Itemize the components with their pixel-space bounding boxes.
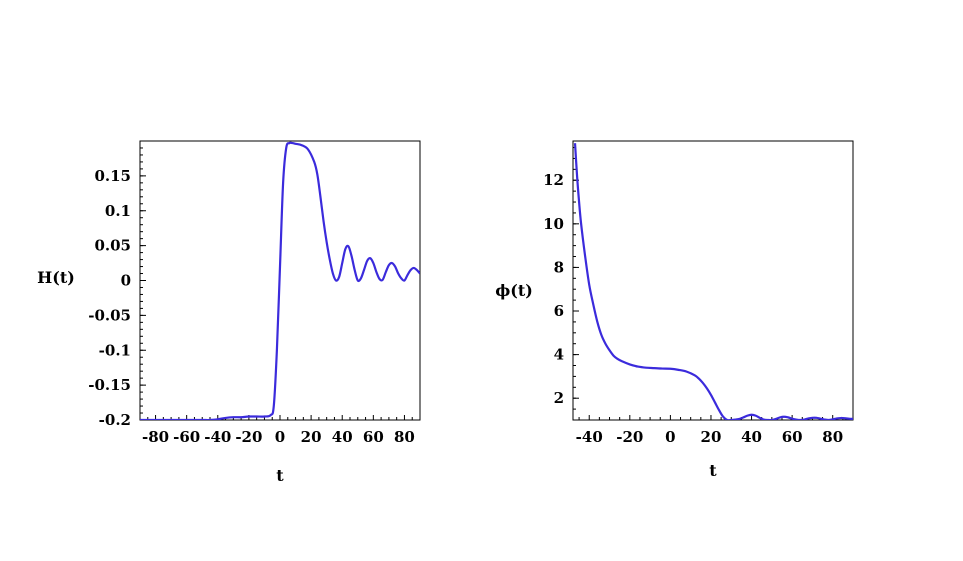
x-axis-label: t: [276, 466, 284, 485]
y-axis-label: ϕ(t): [495, 281, 533, 300]
y-tick-label: 0.1: [105, 202, 131, 220]
y-tick-label: 8: [554, 258, 564, 276]
y-tick-label: 2: [554, 389, 564, 407]
chart-h: -80 -60 -40 -20 0 20 40 60 80 -0.2 -0.15 -0.1 -0.05 0…: [37, 140, 421, 485]
x-tick-label: 40: [741, 428, 762, 446]
x-tick-label: 20: [301, 428, 322, 446]
y-tick-label: 10: [543, 215, 564, 233]
x-tick-label: 80: [822, 428, 843, 446]
x-tick-label: 20: [701, 428, 722, 446]
x-tick-label: -40: [576, 428, 603, 446]
x-tick-label: -20: [235, 428, 262, 446]
x-tick-label: -80: [142, 428, 169, 446]
x-tick-label: 60: [782, 428, 803, 446]
y-tick-label: 6: [554, 302, 564, 320]
x-tick-label: 60: [363, 428, 384, 446]
x-tick-label: -20: [616, 428, 643, 446]
y-axis-label: H(t): [37, 268, 75, 287]
series-line: [140, 141, 420, 420]
chart-phi: -40 -20 0 20 40 60 80 2 4 6 8 10 12 t ϕ(t): [495, 140, 854, 480]
x-tick-label: 80: [394, 428, 415, 446]
y-tick-label: -0.05: [88, 306, 131, 324]
y-tick-label: -0.2: [99, 411, 131, 429]
y-tick-label: 4: [554, 346, 564, 364]
x-tick-label: -40: [204, 428, 231, 446]
y-tick-label: 0.15: [94, 167, 131, 185]
x-tick-label: 40: [332, 428, 353, 446]
y-tick-label: 0: [121, 272, 131, 290]
x-tick-label: -60: [173, 428, 200, 446]
series-line: [573, 143, 853, 420]
y-tick-label: -0.1: [99, 341, 131, 359]
y-tick-label: 0.05: [94, 237, 131, 255]
x-tick-label: 0: [275, 428, 285, 446]
x-tick-label: 0: [665, 428, 675, 446]
y-tick-label: 12: [543, 171, 564, 189]
y-tick-label: -0.15: [88, 376, 131, 394]
x-axis-label: t: [709, 461, 717, 480]
plot-frame: [572, 140, 854, 421]
